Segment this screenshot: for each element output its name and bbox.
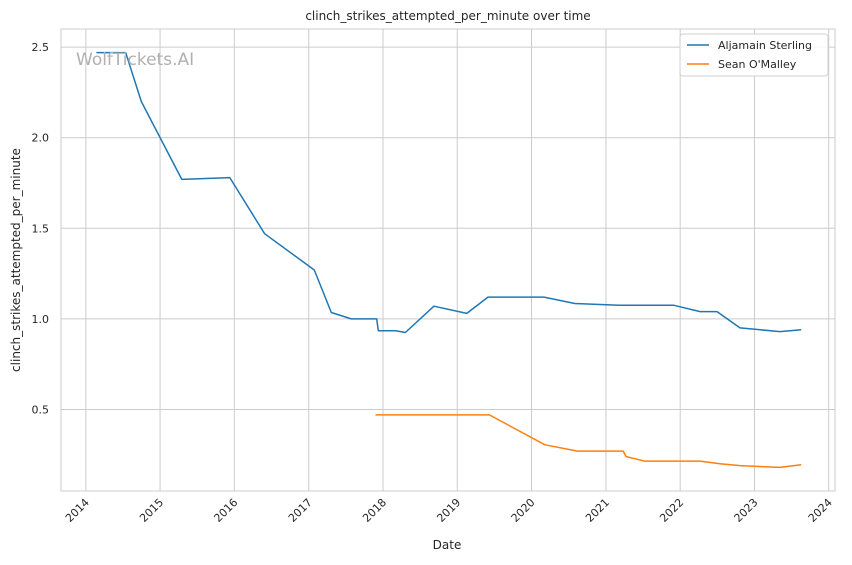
x-axis-label: Date [433,538,462,552]
x-tick-label: 2017 [286,496,315,525]
watermark: WolfTickets.AI [76,50,194,70]
y-tick-label: 2.0 [32,132,50,145]
y-axis: 0.5 1.0 1.5 2.0 2.5 [32,41,50,416]
x-tick-label: 2015 [137,496,166,525]
chart-title: clinch_strikes_attempted_per_minute over… [305,9,590,23]
x-tick-label: 2014 [63,496,92,525]
x-tick-label: 2022 [657,496,686,525]
x-tick-label: 2024 [806,496,835,525]
legend-label-sterling: Aljamain Sterling [718,39,812,52]
y-axis-label: clinch_strikes_attempted_per_minute [9,148,23,372]
x-tick-label: 2021 [583,496,612,525]
y-tick-label: 1.0 [32,313,50,326]
x-tick-label: 2019 [434,496,463,525]
legend-label-omalley: Sean O'Malley [718,58,797,71]
x-tick-label: 2018 [360,496,389,525]
y-tick-label: 2.5 [32,41,50,54]
x-tick-label: 2016 [211,496,240,525]
y-tick-label: 0.5 [32,403,50,416]
x-tick-label: 2020 [509,496,538,525]
x-tick-label: 2023 [732,496,761,525]
y-tick-label: 1.5 [32,222,50,235]
legend: Aljamain Sterling Sean O'Malley [680,34,828,76]
plot-area [61,29,835,491]
x-axis: 2014 2015 2016 2017 2018 2019 2020 2021 2022 2023… [63,496,835,525]
